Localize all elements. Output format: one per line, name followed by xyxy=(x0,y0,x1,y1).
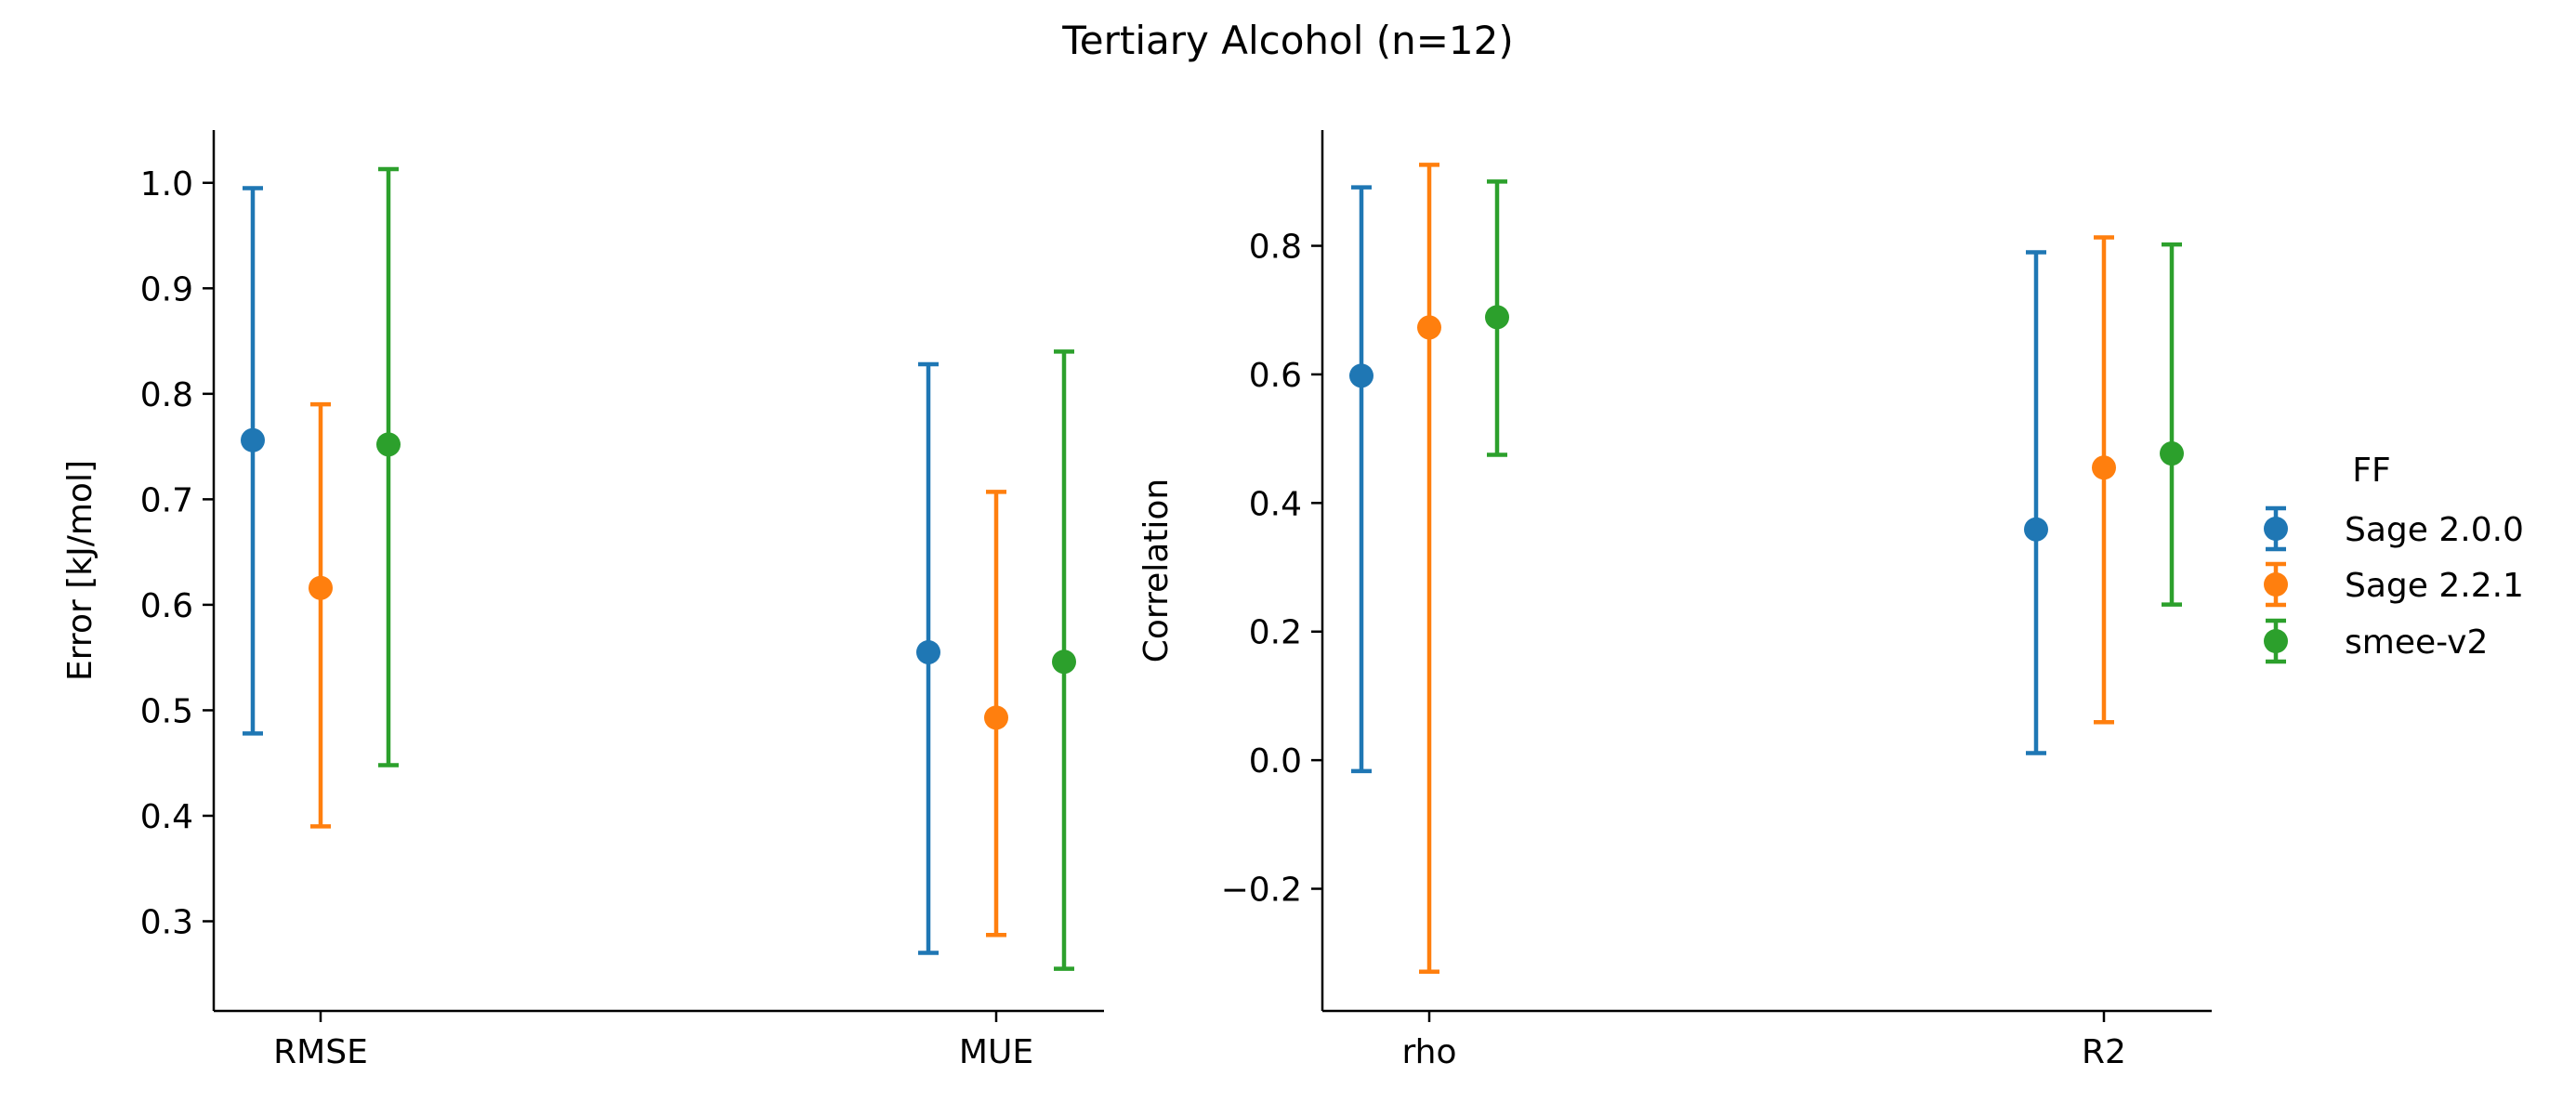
legend-item: smee-v2 xyxy=(2264,618,2488,664)
y-tick-label: 0.8 xyxy=(1249,229,1302,267)
legend-label: Sage 2.0.0 xyxy=(2345,511,2524,549)
data-point xyxy=(309,575,333,600)
legend-item: Sage 2.0.0 xyxy=(2264,505,2524,552)
panel-correlation: −0.2 0.0 0.2 0.4 0.6 0.8 rho R2 Correlation xyxy=(1137,130,2212,1071)
legend-marker xyxy=(2264,517,2288,541)
legend-label: Sage 2.2.1 xyxy=(2345,567,2524,605)
data-point xyxy=(2024,517,2048,542)
data-point xyxy=(2092,455,2116,480)
data-point xyxy=(241,427,265,453)
y-tick-label: 0.4 xyxy=(140,798,193,836)
y-tick-label: 0.8 xyxy=(140,376,193,414)
legend-marker xyxy=(2264,572,2288,597)
legend-marker xyxy=(2264,629,2288,653)
y-tick-label: 1.0 xyxy=(140,165,193,203)
x-tick-label: MUE xyxy=(959,1033,1033,1071)
x-tick-label: RMSE xyxy=(273,1033,368,1071)
y-tick-label: 0.9 xyxy=(140,270,193,308)
data-point xyxy=(2160,441,2184,466)
y-tick-label: −0.2 xyxy=(1221,872,1302,910)
y-axis-label: Correlation xyxy=(1137,479,1176,663)
data-point xyxy=(916,639,940,664)
y-tick-label: 0.5 xyxy=(140,692,193,730)
data-point xyxy=(1417,315,1441,340)
data-point xyxy=(1349,363,1373,388)
y-tick-label: 0.6 xyxy=(1249,357,1302,395)
legend-item: Sage 2.2.1 xyxy=(2264,561,2524,608)
y-axis-label: Error [kJ/mol] xyxy=(61,460,99,681)
data-point xyxy=(376,432,401,457)
figure-title: Tertiary Alcohol (n=12) xyxy=(1061,18,1514,63)
x-tick-label: rho xyxy=(1401,1033,1456,1071)
data-point xyxy=(1052,649,1076,675)
legend-label: smee-v2 xyxy=(2345,623,2488,662)
y-tick-label: 0.0 xyxy=(1249,742,1302,780)
legend: FF Sage 2.0.0 Sage 2.2.1 smee-v2 xyxy=(2264,452,2524,664)
data-point xyxy=(1485,305,1509,330)
panel-error: 0.3 0.4 0.5 0.6 0.7 0.8 0.9 1.0 RMSE MUE Error [kJ… xyxy=(61,130,1104,1071)
y-tick-label: 0.7 xyxy=(140,481,193,519)
y-tick-label: 0.2 xyxy=(1249,614,1302,652)
legend-title: FF xyxy=(2352,452,2390,490)
y-tick-label: 0.6 xyxy=(140,587,193,625)
y-tick-label: 0.3 xyxy=(140,903,193,941)
x-tick-label: R2 xyxy=(2082,1033,2126,1071)
data-point xyxy=(984,705,1008,730)
y-tick-label: 0.4 xyxy=(1249,485,1302,523)
